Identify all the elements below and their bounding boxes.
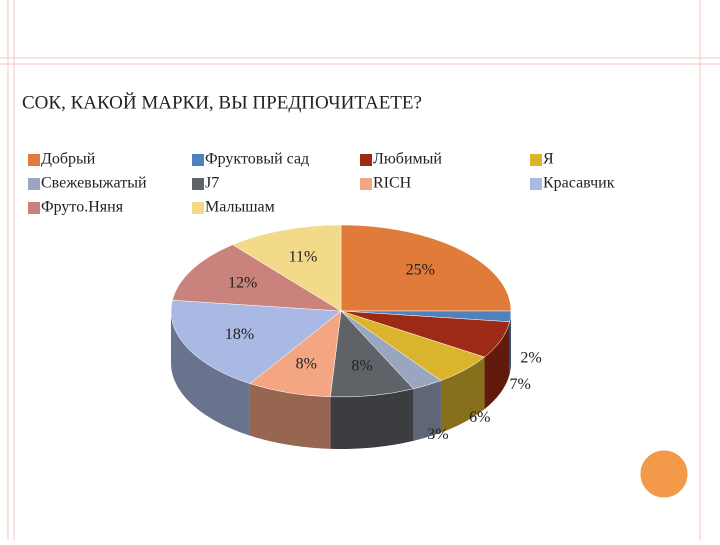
legend-swatch [530,178,542,190]
legend-label: Я [543,151,554,168]
chart-title: СОК, КАКОЙ МАРКИ, ВЫ ПРЕДПОЧИТАЕТЕ? [22,92,422,113]
legend-swatch [360,154,372,166]
legend-label: Малышам [205,199,275,216]
decor-circle [637,447,691,501]
legend-swatch [192,178,204,190]
legend-swatch [530,154,542,166]
legend-label: Свежевыжатый [41,175,147,192]
legend-label: Фруто.Няня [41,199,124,216]
legend-swatch [28,154,40,166]
pie-slice [232,224,342,312]
data-label: 25% [406,262,435,279]
data-label: 12% [228,274,257,291]
pie-side [440,357,485,433]
legend-label: J7 [205,175,219,192]
data-label: 18% [225,326,254,343]
pie-slice [170,299,342,384]
legend-label: RICH [373,175,412,192]
legend-swatch [28,178,40,190]
legend-label: Красавчик [543,175,615,192]
pie-side [249,383,331,449]
pie-side [509,311,511,374]
data-label: 8% [296,356,317,373]
legend-swatch [360,178,372,190]
data-label: 6% [469,409,490,426]
legend-label: Добрый [41,151,96,168]
data-label: 8% [351,357,372,374]
legend-swatch [28,202,40,214]
pie-side [330,388,414,449]
pie-side [171,311,250,436]
pie-side [484,321,510,410]
legend-swatch [192,202,204,214]
pie-side [413,380,441,441]
legend-label: Фруктовый сад [205,151,309,168]
pie-slice [340,224,512,312]
pie-slice [172,244,342,312]
data-label: 7% [509,376,530,393]
data-label: 3% [427,426,448,443]
data-label: 2% [520,349,541,366]
data-label: 11% [289,248,318,265]
legend-swatch [192,154,204,166]
legend-label: Любимый [373,151,442,168]
